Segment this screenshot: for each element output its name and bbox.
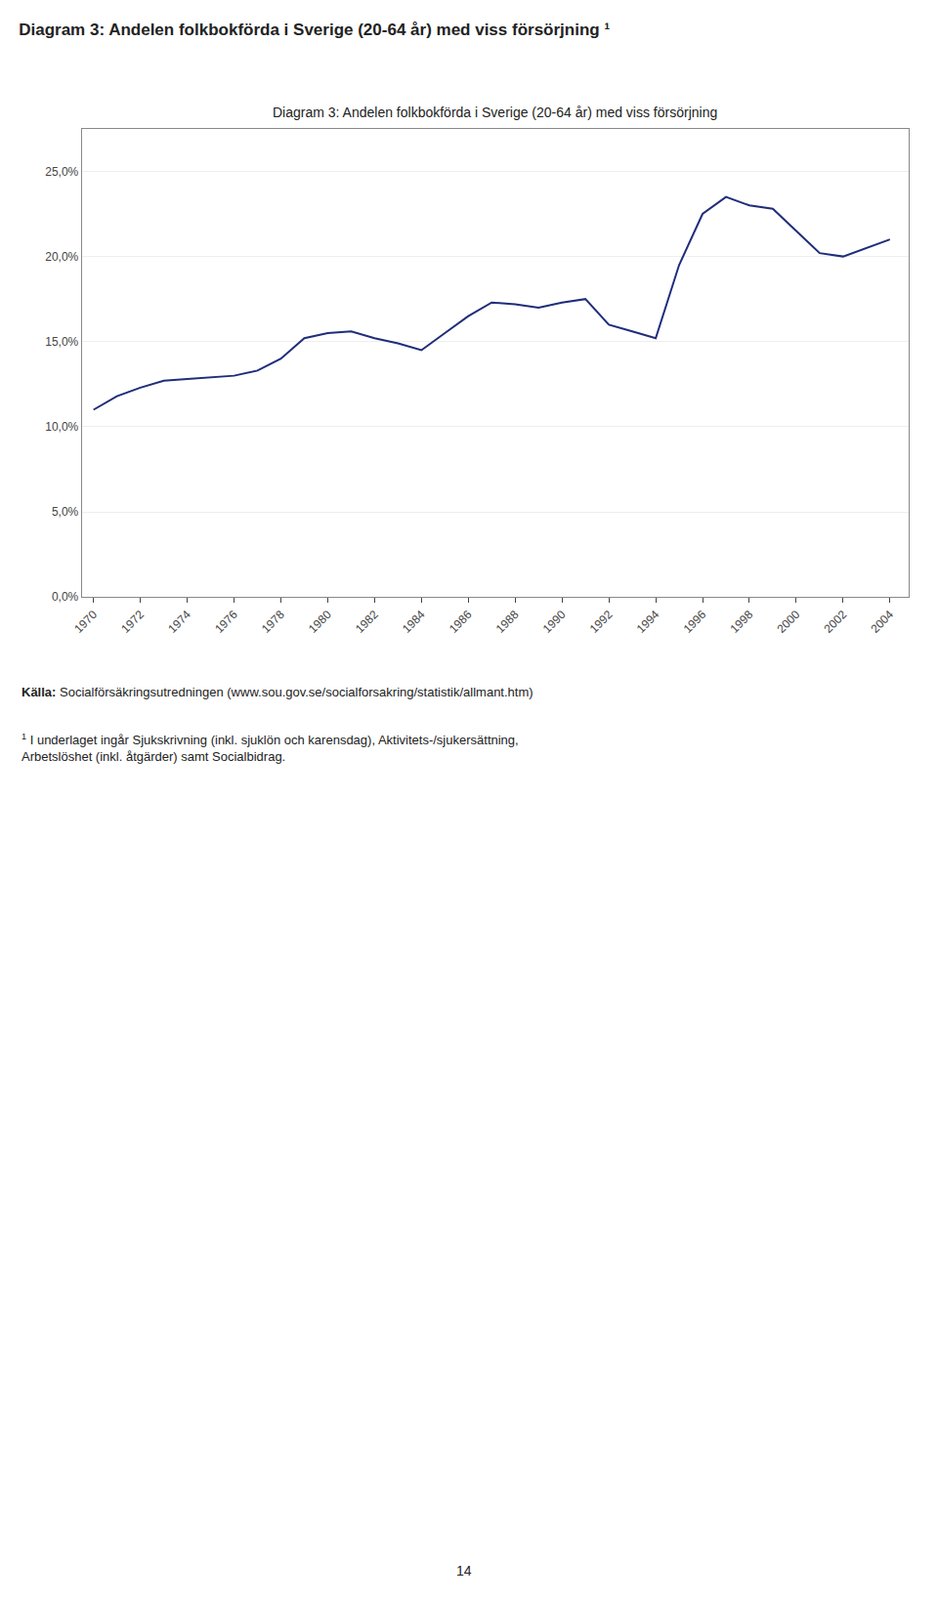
- svg-text:Källa: Socialförsäkringsutredn: Källa: Socialförsäkringsutredningen (www…: [21, 684, 534, 700]
- svg-text:10,0%: 10,0%: [44, 420, 79, 434]
- svg-text:1970: 1970: [71, 607, 100, 637]
- svg-text:2002: 2002: [820, 607, 850, 637]
- svg-text:1978: 1978: [258, 607, 288, 637]
- svg-text:20,0%: 20,0%: [44, 250, 79, 264]
- svg-text:Diagram 3: Andelen folkbokförd: Diagram 3: Andelen folkbokförda i Sverig…: [18, 20, 610, 40]
- svg-text:14: 14: [456, 1563, 472, 1579]
- svg-text:15,0%: 15,0%: [44, 335, 79, 349]
- svg-text:​1​ I underlaget ingår Sjukskr: ​1​ I underlaget ingår Sjukskrivning (in…: [21, 731, 519, 765]
- svg-text:1984: 1984: [399, 607, 428, 637]
- svg-text:1990: 1990: [540, 607, 569, 637]
- svg-text:5,0%: 5,0%: [51, 505, 80, 519]
- svg-text:1982: 1982: [352, 607, 382, 637]
- svg-text:1992: 1992: [587, 607, 616, 637]
- svg-text:2004: 2004: [867, 607, 896, 637]
- svg-text:0,0%: 0,0%: [51, 590, 80, 604]
- svg-text:2000: 2000: [774, 607, 804, 637]
- svg-text:25,0%: 25,0%: [44, 165, 79, 179]
- svg-text:1974: 1974: [165, 607, 194, 637]
- svg-text:1976: 1976: [212, 607, 241, 637]
- svg-text:1998: 1998: [727, 607, 757, 637]
- svg-text:1996: 1996: [681, 607, 710, 637]
- svg-text:1986: 1986: [446, 607, 475, 637]
- svg-text:1988: 1988: [493, 607, 522, 637]
- svg-text:Diagram 3: Andelen folkbokförd: Diagram 3: Andelen folkbokförda i Sverig…: [272, 104, 718, 121]
- svg-text:1994: 1994: [634, 607, 663, 637]
- svg-text:1972: 1972: [118, 607, 147, 637]
- svg-text:1980: 1980: [305, 607, 335, 637]
